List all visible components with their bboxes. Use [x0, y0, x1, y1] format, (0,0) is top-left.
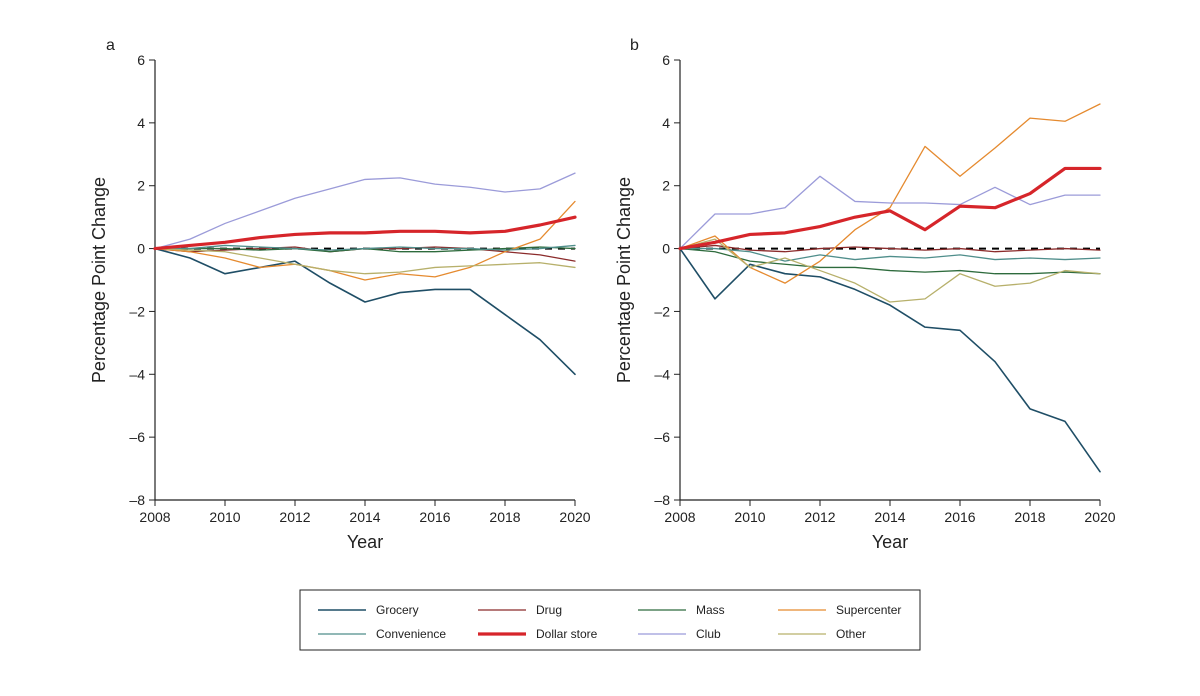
x-tick-label: 2014	[349, 509, 380, 525]
x-tick-label: 2014	[874, 509, 905, 525]
x-tick-label: 2020	[559, 509, 590, 525]
legend-label: Grocery	[376, 603, 419, 617]
y-tick-label: 4	[137, 115, 145, 131]
legend: Grocery Drug Mass Supercenter Convenience Dol…	[300, 590, 920, 650]
series-grocery	[155, 249, 575, 375]
y-tick-label: –2	[129, 303, 145, 319]
legend-label: Supercenter	[836, 603, 901, 617]
y-tick-label: –8	[654, 492, 670, 508]
legend-border	[300, 590, 920, 650]
x-tick-label: 2012	[279, 509, 310, 525]
x-tick-label: 2008	[664, 509, 695, 525]
y-axis-title: Percentage Point Change	[614, 177, 634, 383]
y-tick-label: –2	[654, 303, 670, 319]
y-tick-label: 2	[662, 178, 670, 194]
x-tick-label: 2020	[1084, 509, 1115, 525]
series-dollar-store	[155, 217, 575, 248]
x-tick-label: 2018	[489, 509, 520, 525]
x-tick-label: 2008	[139, 509, 170, 525]
legend-label: Drug	[536, 603, 562, 617]
x-tick-label: 2010	[209, 509, 240, 525]
legend-label: Mass	[696, 603, 725, 617]
y-tick-label: –4	[654, 366, 670, 382]
chart-svg: a–8–6–4–20246200820102012201420162018202…	[0, 0, 1200, 696]
panel-label-a: a	[106, 37, 115, 54]
y-tick-label: –6	[129, 429, 145, 445]
x-tick-label: 2018	[1014, 509, 1045, 525]
series-supercenter	[155, 201, 575, 280]
x-axis-title: Year	[347, 532, 383, 552]
panel-label-b: b	[630, 37, 639, 54]
legend-label: Dollar store	[536, 627, 598, 641]
y-tick-label: –4	[129, 366, 145, 382]
x-tick-label: 2016	[419, 509, 450, 525]
panel-b: b –8 –6 –4 –2 0 2 4 6 2008 2010 2012 2014 2016 2018 202…	[614, 37, 1116, 552]
series-club	[155, 173, 575, 248]
legend-label: Other	[836, 627, 866, 641]
y-tick-label: –6	[654, 429, 670, 445]
y-tick-label: 2	[137, 178, 145, 194]
chart-figure: { "figure": { "width": 1200, "height": 6…	[0, 0, 1200, 696]
panel-a: a –8 –6 –4 –2 0 2 4 6 2008 2010 2012 2014 2016 2018 202…	[89, 37, 591, 552]
series-grocery	[680, 249, 1100, 472]
series-dollar-store	[680, 168, 1100, 248]
x-tick-label: 2012	[804, 509, 835, 525]
x-tick-label: 2010	[734, 509, 765, 525]
y-axis-title: Percentage Point Change	[89, 177, 109, 383]
x-tick-label: 2016	[944, 509, 975, 525]
y-tick-label: 6	[137, 52, 145, 68]
y-tick-label: –8	[129, 492, 145, 508]
y-tick-label: 6	[662, 52, 670, 68]
x-axis-title: Year	[872, 532, 908, 552]
y-tick-label: 0	[137, 241, 145, 257]
y-tick-label: 4	[662, 115, 670, 131]
legend-label: Convenience	[376, 627, 446, 641]
legend-label: Club	[696, 627, 721, 641]
y-tick-label: 0	[662, 241, 670, 257]
